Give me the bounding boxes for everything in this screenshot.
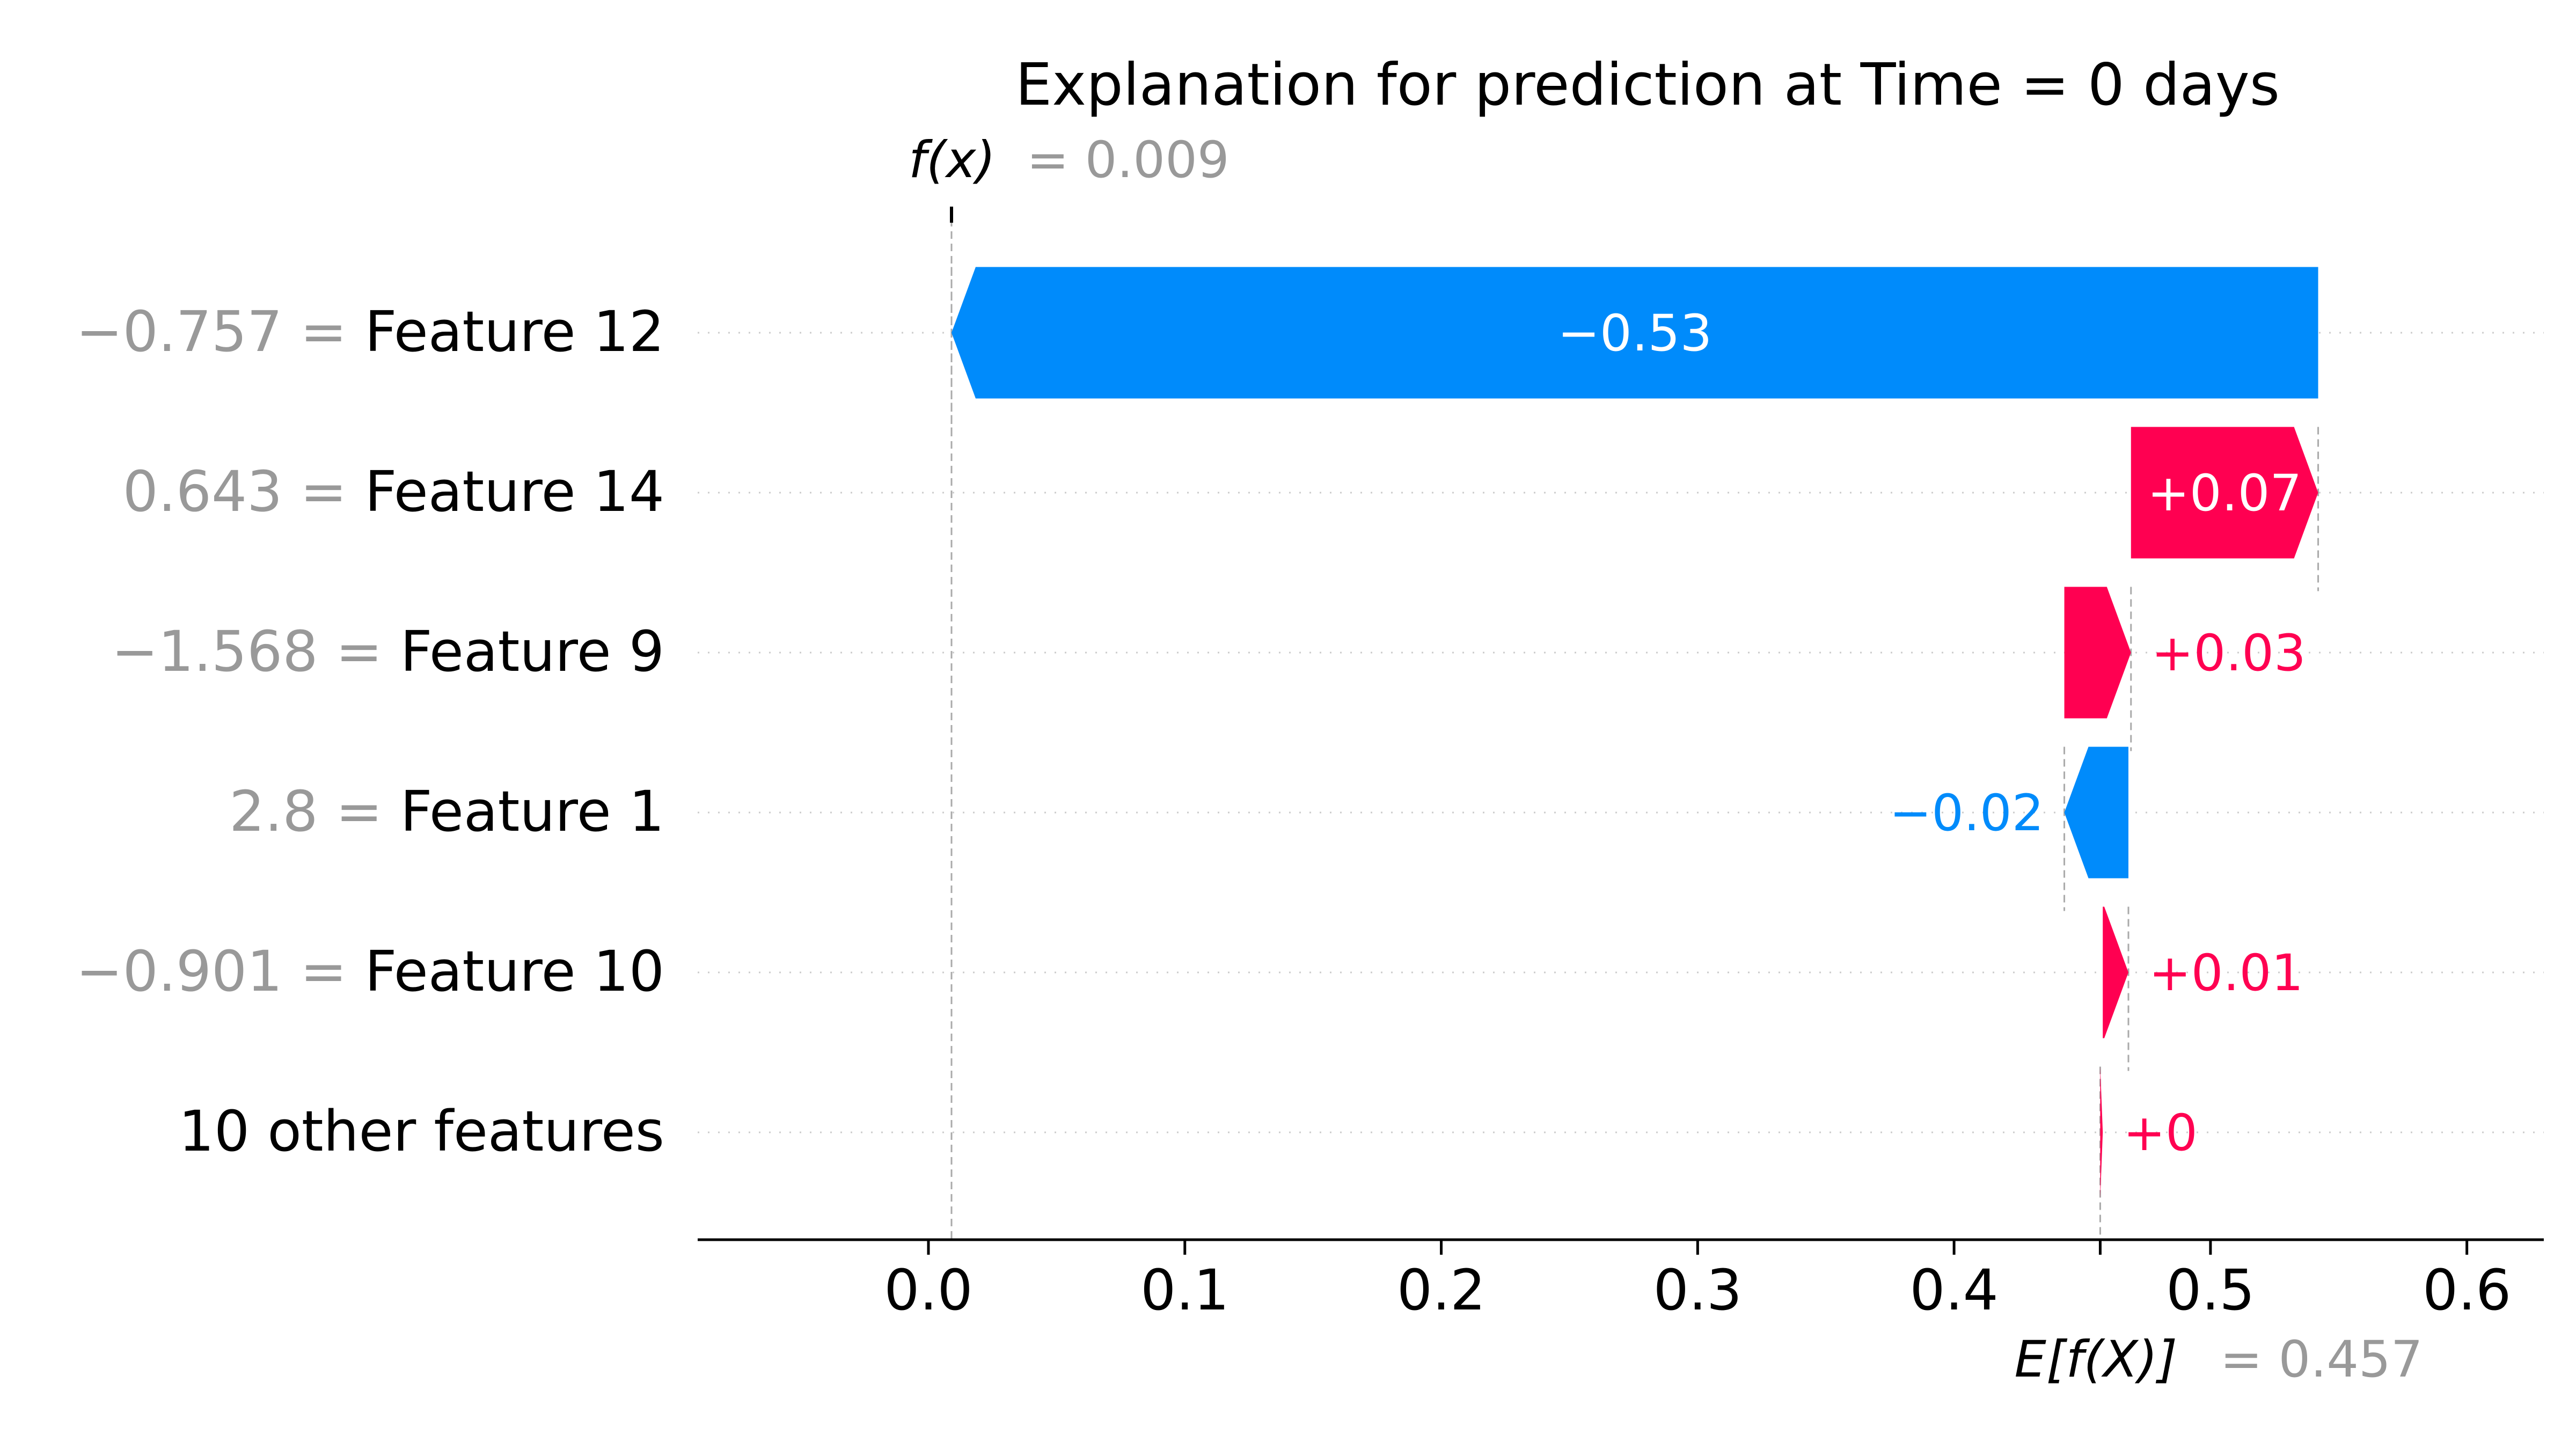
x-tick-label: 0.1 — [1140, 1257, 1229, 1323]
efx-label: E[f(X)] — [2014, 1330, 2177, 1389]
feature-label: 10 other features — [179, 1099, 664, 1164]
x-tick-label: 0.0 — [884, 1257, 972, 1323]
contribution-bar — [2100, 1066, 2103, 1198]
feature-value: −0.901 = — [76, 939, 364, 1004]
contribution-label: +0.01 — [2149, 944, 2303, 1002]
efx-annotation: E[f(X)] = 0.457 — [2014, 1330, 2423, 1389]
contribution-label: +0.07 — [2147, 464, 2302, 523]
contribution-label: +0 — [2123, 1104, 2198, 1162]
contribution-bar — [952, 267, 2318, 399]
contribution-bars — [952, 267, 2318, 1198]
contribution-bar — [2064, 587, 2131, 719]
fx-label: f(x) — [909, 131, 996, 189]
x-tick-label: 0.3 — [1653, 1257, 1742, 1323]
feature-label: −0.757 = Feature 12 — [76, 299, 664, 364]
feature-value: −0.757 = — [76, 299, 364, 364]
x-tick-label: 0.2 — [1397, 1257, 1485, 1323]
feature-name: Feature 12 — [365, 299, 664, 364]
x-axis: 0.0 0.1 0.2 0.3 0.4 0.5 0.6 — [698, 1238, 2544, 1323]
contribution-bar — [2103, 906, 2128, 1038]
feature-name: Feature 1 — [400, 779, 664, 844]
feature-name: Feature 10 — [365, 939, 664, 1004]
feature-value: 2.8 = — [229, 779, 400, 844]
contribution-bar — [2064, 747, 2128, 879]
feature-label: 2.8 = Feature 1 — [229, 779, 664, 844]
feature-label: −1.568 = Feature 9 — [112, 619, 664, 684]
feature-value: −1.568 = — [112, 619, 400, 684]
feature-label: −0.901 = Feature 10 — [76, 939, 664, 1004]
contribution-label: −0.02 — [1889, 784, 2044, 843]
chart-title: Explanation for prediction at Time = 0 d… — [1015, 52, 2280, 119]
feature-labels: −0.757 = Feature 12 0.643 = Feature 14 −1.… — [76, 299, 664, 1164]
feature-name: Feature 9 — [400, 619, 664, 684]
x-tick-label: 0.5 — [2166, 1257, 2255, 1323]
contribution-bar — [2131, 427, 2318, 559]
contribution-label: −0.53 — [1557, 304, 1712, 363]
fx-value: = 0.009 — [1027, 131, 1230, 189]
x-tick-label: 0.4 — [1909, 1257, 1998, 1323]
efx-value: = 0.457 — [2220, 1330, 2423, 1389]
feature-value: 0.643 = — [123, 459, 365, 524]
contribution-label: +0.03 — [2151, 624, 2306, 683]
feature-name: 10 other features — [179, 1099, 664, 1164]
feature-label: 0.643 = Feature 14 — [123, 459, 664, 524]
x-tick-label: 0.6 — [2423, 1257, 2511, 1323]
fx-annotation: f(x) = 0.009 — [909, 131, 1230, 189]
contribution-labels: −0.53 +0.07 +0.03 −0.02 +0.01 +0 — [1557, 304, 2306, 1162]
feature-name: Feature 14 — [365, 459, 664, 524]
